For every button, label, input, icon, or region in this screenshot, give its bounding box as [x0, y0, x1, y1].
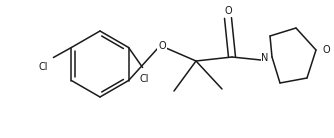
Text: Cl: Cl — [39, 63, 48, 72]
Text: O: O — [158, 41, 166, 51]
Text: Cl: Cl — [140, 75, 149, 84]
Text: O: O — [224, 6, 232, 16]
Text: N: N — [261, 53, 269, 63]
Text: O: O — [322, 45, 330, 55]
